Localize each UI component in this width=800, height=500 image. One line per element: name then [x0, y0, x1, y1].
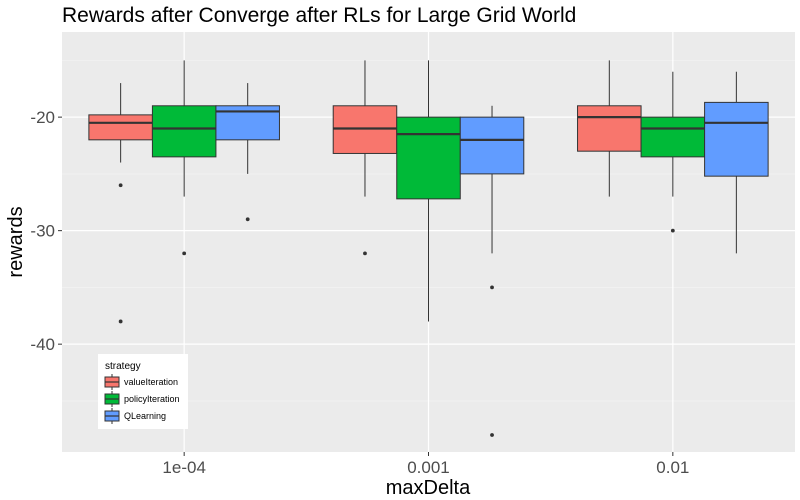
outlier-point: [490, 285, 494, 290]
legend-item-policyIteration: policyIteration: [104, 391, 180, 407]
y-tick-label: -40: [30, 335, 55, 354]
box-valueIteration-0.001: [332, 60, 398, 256]
box-policyIteration-0.01: [640, 71, 706, 233]
outlier-point: [182, 251, 187, 256]
legend-item-valueIteration: valueIteration: [104, 374, 178, 390]
box-valueIteration-0.01: [577, 60, 642, 197]
x-tick-label: 1e-04: [162, 458, 205, 477]
outlier-point: [118, 319, 123, 324]
legend: strategy valueIteration policyIteration QL…: [98, 354, 188, 429]
box-body: [151, 105, 217, 158]
x-axis-title: maxDelta: [386, 477, 471, 499]
box-body: [396, 116, 461, 200]
outlier-point: [118, 183, 123, 188]
x-axis-ticks: 1e-04 0.001 0.01: [162, 452, 689, 477]
box-QLearning-1e-04: [215, 83, 280, 222]
box-body: [88, 114, 153, 141]
legend-keys: valueIteration policyIteration QLearning: [104, 374, 180, 424]
box-policyIteration-0.001: [396, 60, 461, 322]
y-tick-label: -30: [30, 222, 55, 241]
legend-title: strategy: [105, 361, 141, 372]
legend-label: valueIteration: [124, 377, 178, 387]
x-tick-label: 0.001: [407, 458, 450, 477]
box-body: [577, 105, 642, 152]
box-QLearning-0.01: [704, 71, 769, 254]
box-QLearning-0.001: [459, 105, 525, 437]
y-axis-title: rewards: [5, 206, 27, 277]
x-tick-label: 0.01: [656, 458, 689, 477]
outlier-point: [490, 433, 494, 437]
legend-label: policyIteration: [124, 394, 180, 404]
box-body: [640, 116, 706, 158]
chart-title: Rewards after Converge after RLs for Lar…: [62, 4, 576, 27]
y-tick-label: -20: [30, 108, 55, 127]
legend-item-QLearning: QLearning: [104, 408, 166, 424]
outlier-point: [245, 217, 250, 222]
outlier-point: [363, 251, 367, 256]
box-body: [332, 105, 398, 154]
box-valueIteration-1e-04: [88, 83, 153, 324]
box-body: [459, 116, 525, 175]
box-policyIteration-1e-04: [151, 60, 217, 256]
box-body: [704, 101, 769, 177]
legend-label: QLearning: [124, 411, 166, 421]
outlier-point: [670, 228, 675, 233]
boxplots: [88, 60, 769, 437]
y-axis-ticks: -40 -30 -20: [30, 108, 62, 354]
